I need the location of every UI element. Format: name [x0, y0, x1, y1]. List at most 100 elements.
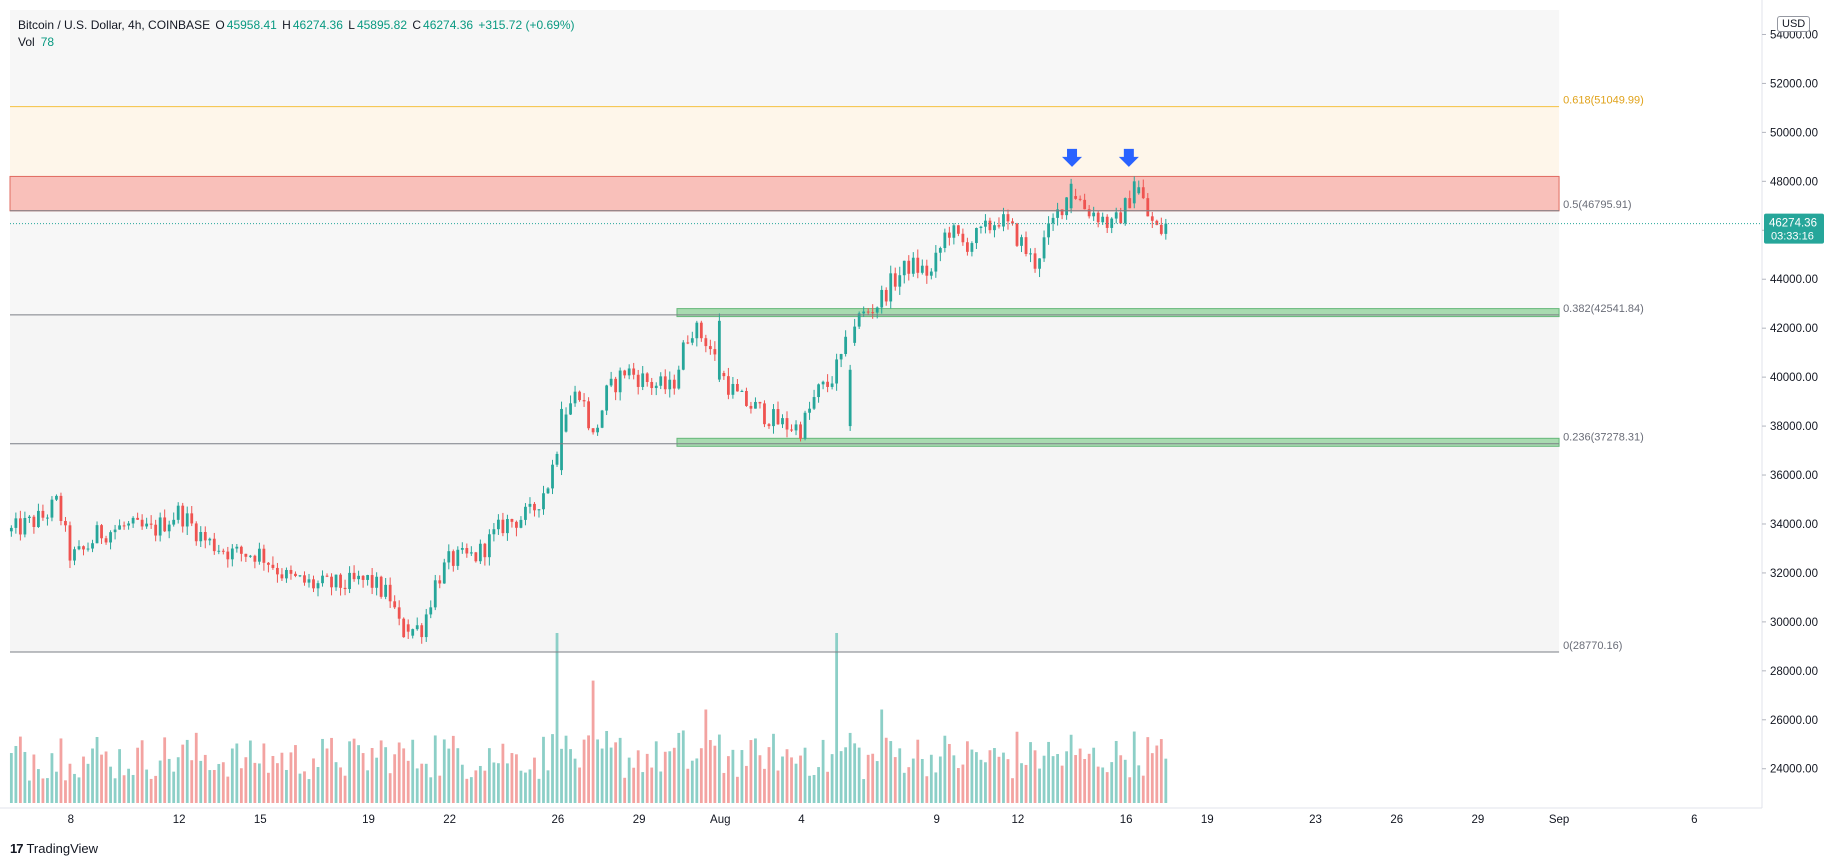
- candle-body[interactable]: [9, 527, 13, 532]
- candle-body[interactable]: [510, 518, 514, 522]
- candle-body[interactable]: [537, 509, 541, 511]
- candle-body[interactable]: [605, 385, 609, 411]
- candle-body[interactable]: [478, 543, 482, 562]
- candle-body[interactable]: [248, 555, 252, 557]
- candle-body[interactable]: [100, 525, 103, 539]
- candle-body[interactable]: [938, 248, 942, 253]
- candle-body[interactable]: [889, 273, 893, 302]
- candle-body[interactable]: [262, 548, 266, 563]
- candle-body[interactable]: [50, 499, 54, 518]
- candle-body[interactable]: [55, 495, 58, 500]
- candle-body[interactable]: [686, 342, 690, 344]
- candle-body[interactable]: [109, 532, 112, 543]
- candle-body[interactable]: [86, 548, 90, 550]
- candle-body[interactable]: [307, 579, 311, 583]
- candle-body[interactable]: [848, 369, 852, 427]
- candle-body[interactable]: [469, 552, 473, 554]
- candle-body[interactable]: [1150, 216, 1154, 221]
- candle-body[interactable]: [312, 579, 315, 589]
- candle-body[interactable]: [650, 381, 654, 389]
- candle-body[interactable]: [907, 260, 911, 274]
- candle-body[interactable]: [1141, 187, 1145, 199]
- candle-body[interactable]: [239, 546, 243, 554]
- candle-body[interactable]: [1056, 209, 1059, 218]
- candle-body[interactable]: [713, 349, 717, 355]
- candle-body[interactable]: [726, 376, 730, 395]
- candle-body[interactable]: [573, 391, 577, 404]
- candle-body[interactable]: [145, 523, 149, 527]
- candle-body[interactable]: [1137, 187, 1141, 194]
- candle-body[interactable]: [627, 368, 631, 376]
- candle-body[interactable]: [27, 516, 31, 518]
- candle-body[interactable]: [14, 518, 18, 528]
- candle-body[interactable]: [357, 575, 360, 580]
- candle-body[interactable]: [902, 260, 906, 276]
- candle-body[interactable]: [343, 587, 347, 590]
- candle-body[interactable]: [929, 271, 933, 276]
- candle-body[interactable]: [226, 551, 230, 560]
- candle-body[interactable]: [334, 574, 338, 588]
- candle-body[interactable]: [668, 379, 672, 390]
- candle-body[interactable]: [37, 510, 40, 527]
- candle-body[interactable]: [772, 409, 775, 427]
- candle-body[interactable]: [208, 538, 212, 541]
- candle-body[interactable]: [898, 275, 902, 287]
- candle-body[interactable]: [578, 391, 581, 401]
- candle-body[interactable]: [1020, 237, 1023, 246]
- candle-body[interactable]: [1006, 214, 1010, 222]
- candle-body[interactable]: [1114, 212, 1118, 219]
- candle-body[interactable]: [68, 525, 72, 561]
- candle-body[interactable]: [271, 564, 275, 568]
- candle-body[interactable]: [113, 529, 117, 533]
- candle-body[interactable]: [961, 233, 965, 243]
- candle-body[interactable]: [285, 569, 288, 579]
- candle-body[interactable]: [388, 584, 392, 602]
- candle-body[interactable]: [402, 618, 406, 638]
- candle-body[interactable]: [966, 242, 969, 252]
- candle-body[interactable]: [330, 576, 333, 588]
- candle-body[interactable]: [880, 289, 884, 308]
- candle-body[interactable]: [257, 548, 261, 562]
- candle-body[interactable]: [154, 524, 158, 536]
- candle-body[interactable]: [1092, 212, 1096, 217]
- candle-body[interactable]: [519, 519, 523, 528]
- candle-body[interactable]: [451, 551, 455, 566]
- candle-body[interactable]: [736, 383, 739, 392]
- candle-body[interactable]: [64, 520, 67, 526]
- candle-body[interactable]: [817, 384, 820, 398]
- candle-body[interactable]: [487, 534, 491, 558]
- candle-body[interactable]: [32, 516, 36, 527]
- candle-body[interactable]: [799, 424, 802, 439]
- candle-body[interactable]: [988, 220, 992, 231]
- candle-body[interactable]: [947, 232, 951, 238]
- candle-body[interactable]: [433, 580, 437, 608]
- candle-body[interactable]: [979, 226, 983, 228]
- candle-body[interactable]: [1105, 216, 1109, 228]
- candle-body[interactable]: [600, 410, 604, 428]
- candle-body[interactable]: [348, 572, 351, 590]
- candle-body[interactable]: [181, 505, 185, 527]
- candle-body[interactable]: [785, 418, 789, 430]
- candle-body[interactable]: [492, 529, 496, 535]
- candle-body[interactable]: [794, 424, 798, 431]
- candle-body[interactable]: [411, 629, 415, 636]
- candle-body[interactable]: [483, 543, 487, 558]
- candle-body[interactable]: [163, 517, 167, 532]
- candle-body[interactable]: [136, 517, 140, 520]
- candle-body[interactable]: [690, 338, 694, 343]
- candle-body[interactable]: [158, 517, 162, 536]
- candle-body[interactable]: [821, 381, 825, 385]
- candle-body[interactable]: [406, 624, 410, 632]
- candle-body[interactable]: [465, 548, 469, 554]
- candle-body[interactable]: [812, 397, 816, 409]
- candle-body[interactable]: [176, 505, 180, 520]
- candle-body[interactable]: [862, 311, 866, 314]
- candle-body[interactable]: [808, 408, 811, 413]
- candle-body[interactable]: [853, 326, 857, 343]
- candle-body[interactable]: [217, 550, 221, 552]
- candle-body[interactable]: [1132, 181, 1136, 204]
- candle-body[interactable]: [623, 370, 627, 376]
- candle-body[interactable]: [1146, 198, 1150, 217]
- candle-body[interactable]: [659, 376, 663, 386]
- candle-body[interactable]: [442, 562, 446, 584]
